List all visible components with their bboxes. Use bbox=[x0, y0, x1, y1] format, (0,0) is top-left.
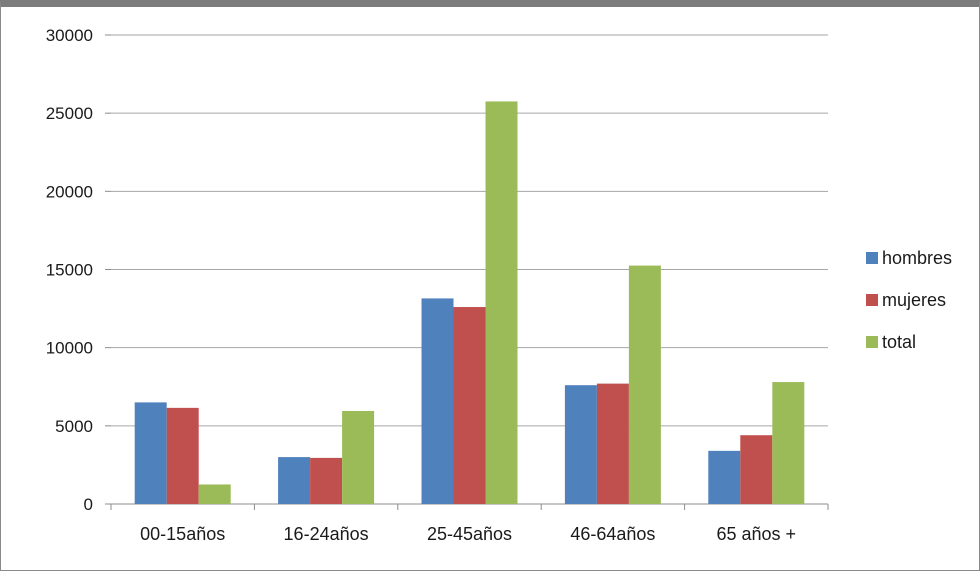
bar-hombres bbox=[421, 298, 454, 504]
bar-hombres bbox=[278, 457, 311, 504]
bar-mujeres bbox=[453, 307, 486, 504]
bar-hombres bbox=[708, 450, 741, 504]
category-label: 46-64años bbox=[570, 524, 655, 544]
bar-total bbox=[485, 101, 518, 505]
legend-label-total: total bbox=[882, 332, 916, 352]
y-tick-label: 25000 bbox=[46, 104, 93, 123]
x-axis: 00-15años 16-24años 25-45años 46-64años 65 a… bbox=[110, 504, 829, 544]
y-tick-label: 0 bbox=[84, 495, 93, 514]
bar-mujeres bbox=[310, 457, 343, 504]
y-tick-label: 10000 bbox=[46, 339, 93, 358]
category-label: 00-15años bbox=[140, 524, 225, 544]
y-tick-label: 30000 bbox=[46, 26, 93, 45]
bar-total bbox=[628, 265, 661, 504]
bar-hombres bbox=[134, 402, 167, 504]
legend: hombres mujeres total bbox=[866, 248, 952, 352]
bars bbox=[134, 101, 805, 505]
y-axis: 0 5000 10000 15000 20000 25000 30000 bbox=[46, 26, 111, 514]
bar-chart: 0 5000 10000 15000 20000 25000 30000 00-15años… bbox=[46, 26, 952, 544]
bar-total bbox=[772, 382, 805, 504]
y-tick-label: 15000 bbox=[46, 261, 93, 280]
legend-label-mujeres: mujeres bbox=[882, 290, 946, 310]
category-label: 16-24años bbox=[284, 524, 369, 544]
bar-total bbox=[342, 410, 375, 504]
legend-swatch-hombres bbox=[866, 252, 878, 264]
bar-total bbox=[198, 484, 231, 504]
bar-hombres bbox=[564, 385, 597, 504]
bar-mujeres bbox=[596, 383, 629, 504]
category-label: 65 años + bbox=[717, 524, 797, 544]
y-tick-label: 5000 bbox=[55, 417, 93, 436]
legend-label-hombres: hombres bbox=[882, 248, 952, 268]
y-tick-label: 20000 bbox=[46, 182, 93, 201]
bar-mujeres bbox=[166, 407, 199, 504]
legend-swatch-total bbox=[866, 336, 878, 348]
category-label: 25-45años bbox=[427, 524, 512, 544]
legend-swatch-mujeres bbox=[866, 294, 878, 306]
bar-mujeres bbox=[740, 435, 773, 504]
